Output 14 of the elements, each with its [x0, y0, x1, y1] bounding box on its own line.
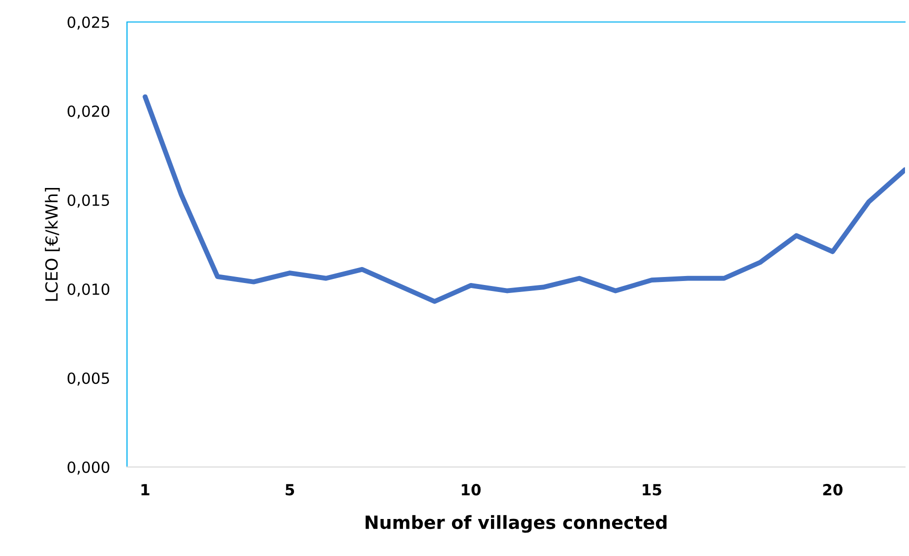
x-tick-label: 20	[823, 484, 843, 496]
y-tick-label: 0,010	[68, 283, 110, 297]
x-axis-title: Number of villages connected	[366, 515, 666, 533]
y-tick-label: 0,000	[68, 461, 110, 475]
y-tick-label: 0,015	[68, 194, 109, 208]
line-series	[142, 94, 905, 304]
x-tick-label: 15	[642, 484, 662, 496]
x-tick-label: 1	[142, 484, 150, 496]
y-axis-title: LCEO [€/kWh]	[44, 188, 60, 301]
y-tick-label: 0,025	[68, 16, 109, 30]
y-tick-label: 0,020	[68, 105, 110, 119]
x-tick-label: 10	[462, 484, 481, 496]
y-tick-label: 0,005	[68, 372, 109, 386]
x-tick-label: 5	[286, 484, 294, 496]
